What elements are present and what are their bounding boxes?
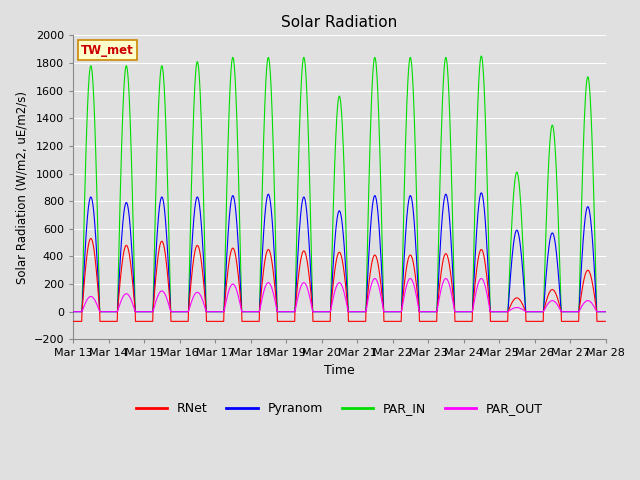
Text: TW_met: TW_met [81,44,134,57]
Y-axis label: Solar Radiation (W/m2, uE/m2/s): Solar Radiation (W/m2, uE/m2/s) [15,91,28,284]
X-axis label: Time: Time [324,364,355,377]
Legend: RNet, Pyranom, PAR_IN, PAR_OUT: RNet, Pyranom, PAR_IN, PAR_OUT [131,397,548,420]
Title: Solar Radiation: Solar Radiation [281,15,397,30]
